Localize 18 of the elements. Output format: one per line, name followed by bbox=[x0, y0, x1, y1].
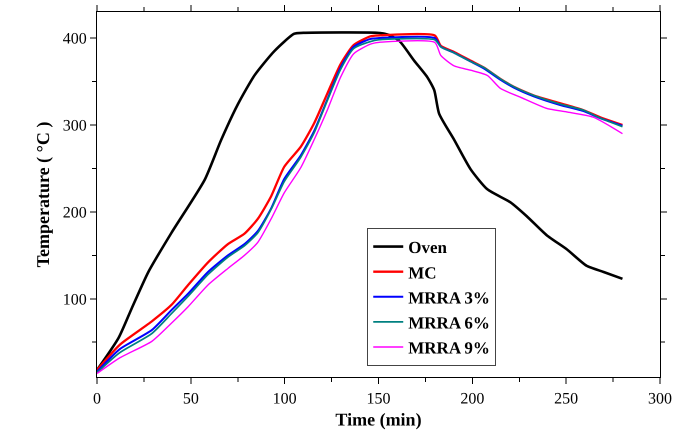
x-axis-title: Time (min) bbox=[335, 409, 422, 430]
x-tick-label: 100 bbox=[272, 390, 297, 408]
y-tick-label: 400 bbox=[62, 30, 87, 48]
x-tick-label: 200 bbox=[460, 390, 484, 408]
x-tick-label: 50 bbox=[182, 390, 199, 408]
y-tick-label: 100 bbox=[62, 291, 87, 308]
y-tick-label: 200 bbox=[62, 204, 87, 222]
y-tick-label: 300 bbox=[62, 118, 87, 135]
x-tick-label: 0 bbox=[93, 390, 101, 408]
y-axis-title: Temperature ( °C ) bbox=[32, 122, 53, 268]
x-tick-label: 250 bbox=[554, 390, 578, 408]
legend-label: MC bbox=[408, 263, 437, 282]
legend-label: Oven bbox=[408, 238, 448, 258]
x-tick-label: 150 bbox=[366, 390, 390, 408]
legend-label: MRRA 6% bbox=[408, 314, 490, 333]
x-tick-label: 300 bbox=[648, 390, 672, 408]
legend-label: MRRA 3% bbox=[408, 288, 490, 308]
legend-label: MRRA 9% bbox=[408, 338, 490, 358]
